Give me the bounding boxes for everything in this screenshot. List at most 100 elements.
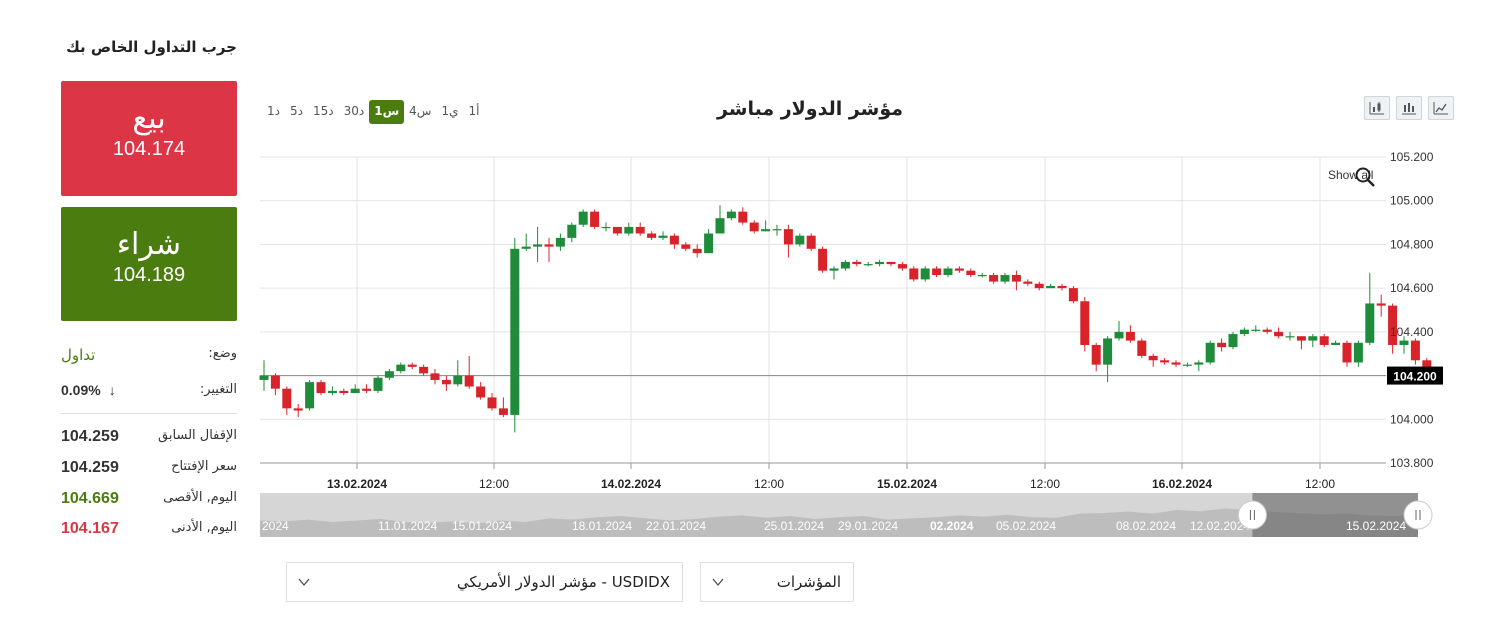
candle-body	[977, 275, 987, 277]
chart-grid	[260, 156, 1386, 464]
candle-body	[1023, 281, 1033, 284]
buy-price: 104.189	[112, 264, 186, 286]
candle-body	[1217, 342, 1227, 348]
candle-body	[510, 248, 520, 415]
timeframe-1w[interactable]: 1أ	[468, 104, 480, 118]
timeframe-30m[interactable]: 30د	[343, 104, 365, 118]
sell-button[interactable]: بيع 104.174	[61, 81, 237, 196]
candle-body	[578, 211, 588, 225]
prev-close-value: 104.259	[61, 428, 119, 445]
symbol-select[interactable]: USDIDX - مؤشر الدولار الأمريكي	[286, 562, 683, 602]
current-price-label: 104.200	[1393, 370, 1437, 384]
candle-body	[384, 371, 394, 378]
candle-body	[453, 375, 463, 385]
ohlc-bars-icon[interactable]	[1396, 96, 1422, 120]
low-row: اليوم, الأدنى 104.167	[61, 520, 237, 544]
candle-body	[362, 388, 372, 391]
candle-body	[863, 264, 873, 266]
y-tick-label: 104.600	[1390, 281, 1434, 295]
timeframe-selector: 1د 5د 15د 30د 1س 4س 1ي 1أ	[262, 100, 484, 124]
y-tick-label: 105.000	[1390, 194, 1434, 208]
high-row: اليوم, الأقصى 104.669	[61, 490, 237, 514]
candle-body	[886, 261, 896, 265]
candle-body	[669, 235, 679, 245]
symbol-select-value: USDIDX - مؤشر الدولار الأمريكي	[456, 573, 670, 591]
candle-body	[1308, 336, 1318, 341]
candle-body	[1296, 336, 1306, 341]
candle-body	[1011, 275, 1021, 282]
candle-body	[327, 390, 337, 394]
navigator-label: 05.02.2024	[996, 519, 1056, 533]
candle-body	[783, 229, 793, 245]
candle-body	[875, 261, 885, 265]
candle-body	[1194, 362, 1204, 365]
timeframe-5m[interactable]: 5د	[289, 104, 303, 118]
candle-body	[259, 375, 269, 380]
candle-body	[635, 226, 645, 234]
prev-close-label: الإقفال السابق	[158, 428, 237, 443]
candle-body	[909, 268, 919, 280]
candle-body	[293, 408, 303, 411]
navigator-label: 25.01.2024	[764, 519, 824, 533]
candle-body	[1137, 340, 1147, 356]
candle-body	[920, 268, 930, 280]
zoom-icon[interactable]	[1354, 166, 1376, 188]
navigator-handle	[1403, 500, 1433, 530]
buy-button[interactable]: شراء 104.189	[61, 207, 237, 321]
status-value: تداول	[61, 346, 96, 364]
candle-body	[487, 397, 497, 409]
timeframe-1d[interactable]: 1ي	[441, 104, 459, 118]
x-tick-label: 12:00	[1030, 477, 1060, 491]
change-label: التغيير:	[199, 382, 237, 397]
candle-body	[1057, 285, 1067, 289]
timeframe-1h[interactable]: 1س	[369, 100, 405, 124]
navigator-label: 22.01.2024	[646, 519, 706, 533]
current-price-badge	[1387, 366, 1443, 385]
candle-body	[840, 261, 850, 269]
show-all-button[interactable]: Show all	[1328, 168, 1374, 182]
candle-body	[1182, 364, 1192, 366]
sell-label: بيع	[132, 101, 166, 136]
open-label: سعر الإفتتاح	[171, 459, 237, 474]
y-tick-label: 104.000	[1390, 412, 1434, 426]
candle-body	[1160, 360, 1170, 363]
candlestick-chart[interactable]: 105.200 105.000 104.800 104.600 104.400 104.2…	[258, 145, 1458, 540]
candle-body	[282, 388, 292, 409]
candle-body	[316, 382, 326, 394]
timeframe-1m[interactable]: 1د	[267, 104, 280, 118]
candle-body	[407, 364, 417, 367]
candle-body	[430, 373, 440, 380]
candle-body	[498, 408, 508, 415]
candle-body	[476, 386, 486, 398]
candle-body	[567, 224, 577, 238]
candlestick-chart-icon[interactable]	[1364, 96, 1390, 120]
timeframe-15m[interactable]: 15د	[312, 104, 334, 118]
candle-body	[373, 377, 383, 391]
candle-body	[658, 235, 668, 238]
candle-body	[1353, 342, 1363, 363]
candle-body	[441, 379, 451, 385]
candle-body	[1125, 331, 1135, 341]
x-tick-label: 13.02.2024	[327, 477, 387, 491]
candle-body	[1171, 362, 1181, 365]
candle-body	[544, 244, 554, 247]
candle-body	[1239, 329, 1249, 335]
candle-body	[738, 211, 748, 223]
candle-body	[1285, 336, 1295, 338]
low-value: 104.167	[61, 520, 119, 537]
line-chart-icon[interactable]	[1428, 96, 1454, 120]
candle-body	[1103, 338, 1113, 365]
candle-body	[590, 211, 600, 227]
chart-type-toolbar	[1364, 96, 1454, 120]
indices-select[interactable]: المؤشرات	[700, 562, 854, 602]
change-row: التغيير: 0.09% ↓	[61, 382, 237, 406]
x-tick-label: 15.02.2024	[877, 477, 937, 491]
y-tick-label: 105.200	[1390, 150, 1434, 164]
arrow-down-icon: ↓	[108, 382, 116, 398]
candle-body	[464, 375, 474, 387]
timeframe-4h[interactable]: 4س	[409, 104, 432, 118]
candle-body	[1114, 331, 1124, 339]
navigator-label: 15.02.2024	[1346, 519, 1406, 533]
high-label: اليوم, الأقصى	[163, 490, 237, 505]
